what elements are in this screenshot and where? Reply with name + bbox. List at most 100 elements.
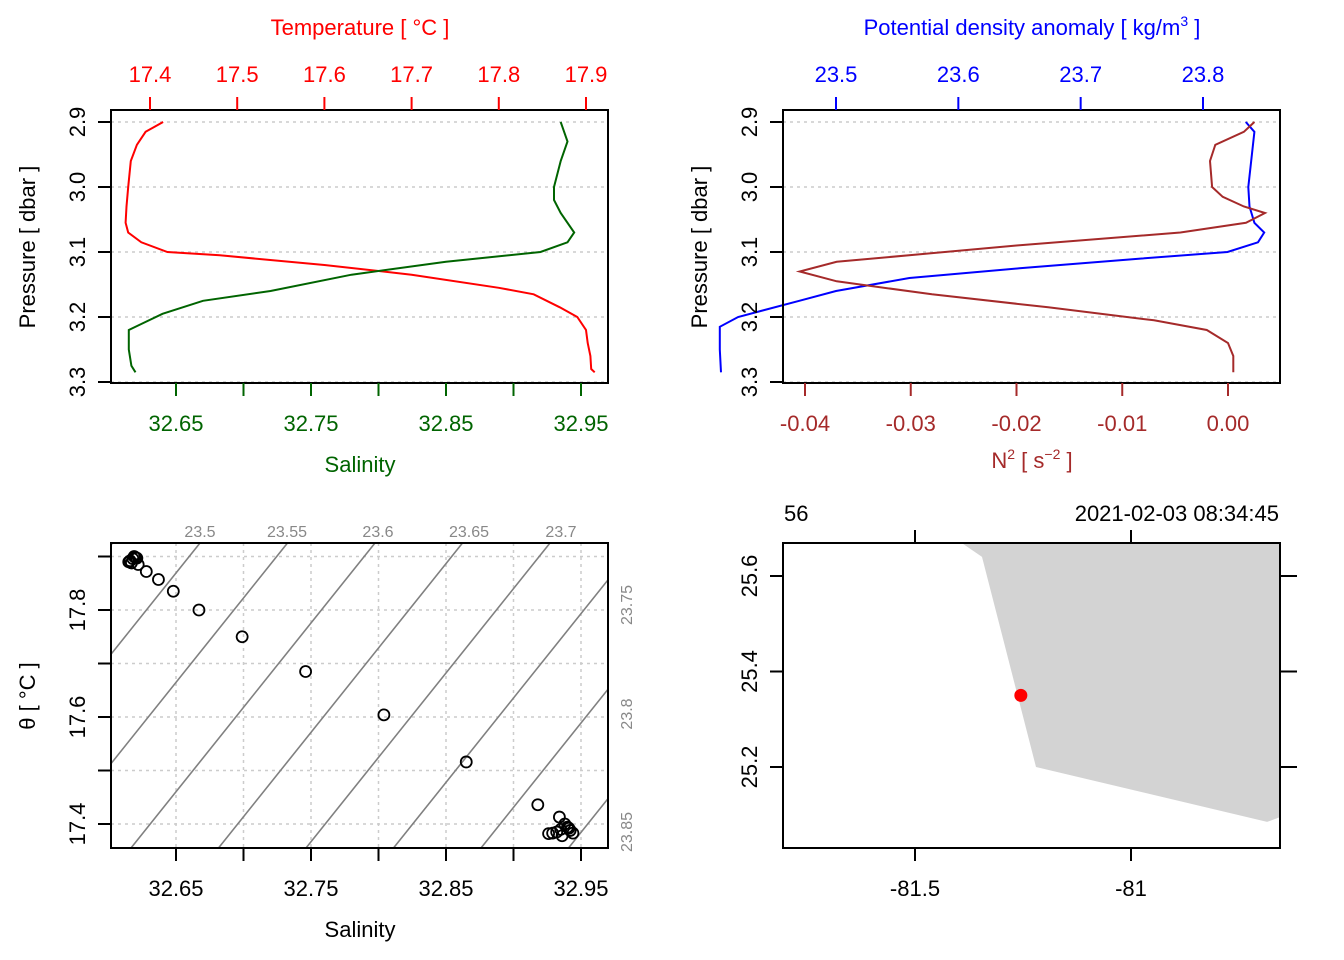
series-line-n2 bbox=[795, 121, 1268, 373]
location-map-panel: -81.5 -81 25.2 25.4 25.6 56 2021-02-03 08:34… bbox=[737, 501, 1297, 901]
profile-density-panel: Potential density anomaly [ kg/m3 ] 23.5… bbox=[687, 13, 1281, 473]
tick-label: 3.2 bbox=[65, 302, 90, 333]
tick-label: 0.00 bbox=[1207, 411, 1250, 436]
n2-axis: -0.04 -0.03 -0.02 -0.01 0.00 bbox=[780, 383, 1249, 436]
tick-label: 23.7 bbox=[1059, 62, 1102, 87]
isopycnal-label: 23.7 bbox=[545, 524, 576, 541]
isopycnal-label: 23.85 bbox=[619, 812, 636, 852]
ts-point bbox=[377, 708, 391, 722]
pressure-axis-title: Pressure [ dbar ] bbox=[687, 166, 712, 329]
ts-gridlines bbox=[111, 543, 608, 848]
tick-label: 3.3 bbox=[65, 367, 90, 398]
salinity-axis-title: Salinity bbox=[325, 452, 396, 477]
density-axis-title: Potential density anomaly [ kg/m3 ] bbox=[864, 13, 1201, 40]
profile-lines bbox=[718, 121, 1268, 373]
tick-label: 32.85 bbox=[418, 411, 473, 436]
ts-point bbox=[459, 755, 473, 769]
map-axes: -81.5 -81 25.2 25.4 25.6 bbox=[737, 530, 1297, 901]
station-time-label: 2021-02-03 08:34:45 bbox=[1075, 501, 1279, 526]
tick-label: 17.4 bbox=[65, 803, 90, 846]
tick-label: 3.3 bbox=[737, 367, 762, 398]
station-point bbox=[1014, 688, 1028, 702]
ts-point bbox=[152, 573, 165, 586]
tick-label: 32.65 bbox=[148, 411, 203, 436]
tick-label: -81 bbox=[1115, 876, 1147, 901]
theta-axis: 17.4 17.6 17.8 bbox=[65, 555, 111, 846]
tick-label: -0.04 bbox=[780, 411, 830, 436]
map-frame bbox=[782, 542, 1281, 849]
ts-points bbox=[122, 550, 580, 843]
station-marker bbox=[1014, 688, 1028, 702]
tick-label: 17.5 bbox=[216, 62, 259, 87]
isopycnal-line bbox=[684, 468, 1048, 923]
tick-label: -0.03 bbox=[886, 411, 936, 436]
salinity-axis-title: Salinity bbox=[325, 917, 396, 942]
tick-label: 3.1 bbox=[65, 237, 90, 268]
theta-axis-title: θ [ °C ] bbox=[15, 662, 40, 729]
tick-label: -0.01 bbox=[1097, 411, 1147, 436]
tick-label: 17.8 bbox=[477, 62, 520, 87]
isopycnal-labels: 23.5 23.55 23.6 23.65 23.7 23.75 23.8 23.85 bbox=[184, 524, 636, 852]
isopycnal-lines bbox=[0, 468, 1048, 923]
station-id-label: 56 bbox=[784, 501, 808, 526]
ts-point bbox=[192, 603, 206, 617]
tick-label: -0.02 bbox=[991, 411, 1041, 436]
pressure-gridlines bbox=[783, 121, 1280, 383]
ts-diagram-panel: 23.5 23.55 23.6 23.65 23.7 23.75 23.8 23.85 32.… bbox=[0, 468, 1048, 942]
profile-ts-panel: Temperature [ °C ] 17.4 17.5 17.6 17.7 17.8 1… bbox=[15, 15, 609, 477]
tick-label: 2.9 bbox=[65, 107, 90, 138]
ts-point bbox=[542, 827, 555, 841]
isopycnal-label: 23.75 bbox=[619, 585, 636, 625]
isopycnal-line bbox=[0, 468, 85, 923]
pressure-axis: 2.9 3.0 3.1 3.2 3.3 bbox=[737, 107, 783, 398]
tick-label: 2.9 bbox=[737, 107, 762, 138]
n2-axis-title: N2 [ s−2 ] bbox=[991, 446, 1072, 473]
density-axis: 23.5 23.6 23.7 23.8 bbox=[815, 62, 1225, 110]
ts-point bbox=[139, 565, 153, 578]
tick-label: 3.1 bbox=[737, 237, 762, 268]
ts-point bbox=[131, 558, 145, 571]
tick-label: 3.0 bbox=[737, 172, 762, 203]
isopycnal-label: 23.55 bbox=[267, 524, 307, 541]
tick-label: 17.6 bbox=[65, 696, 90, 739]
tick-label: 25.4 bbox=[737, 650, 762, 693]
tick-label: 32.95 bbox=[553, 876, 608, 901]
isopycnal-label: 23.6 bbox=[362, 524, 393, 541]
isopycnal-line bbox=[596, 468, 960, 923]
tick-label: 32.85 bbox=[418, 876, 473, 901]
pressure-axis-title: Pressure [ dbar ] bbox=[15, 166, 40, 329]
tick-label: 17.8 bbox=[65, 589, 90, 632]
tick-label: 32.65 bbox=[148, 876, 203, 901]
salinity-axis: 32.65 32.75 32.85 32.95 bbox=[148, 383, 609, 436]
tick-label: 23.8 bbox=[1182, 62, 1225, 87]
ts-point bbox=[299, 665, 313, 678]
isopycnal-label: 23.5 bbox=[184, 524, 215, 541]
coastline-land bbox=[962, 543, 1280, 822]
tick-label: 23.5 bbox=[815, 62, 858, 87]
ts-point bbox=[166, 584, 180, 598]
series-line-temperature bbox=[124, 121, 596, 374]
ts-point bbox=[562, 821, 576, 835]
series-line-salinity bbox=[127, 121, 576, 373]
temperature-axis: 17.4 17.5 17.6 17.7 17.8 17.9 bbox=[129, 62, 607, 110]
tick-label: 17.6 bbox=[303, 62, 346, 87]
plot-frame bbox=[782, 109, 1281, 384]
salinity-axis: 32.65 32.75 32.85 32.95 bbox=[148, 848, 609, 901]
ts-point bbox=[130, 551, 144, 565]
tick-label: -81.5 bbox=[890, 876, 940, 901]
profile-lines bbox=[124, 121, 596, 374]
series-line-potential-density-anomaly bbox=[718, 121, 1266, 373]
tick-label: 25.6 bbox=[737, 555, 762, 598]
tick-label: 17.4 bbox=[129, 62, 172, 87]
ts-point bbox=[531, 798, 545, 812]
ts-point bbox=[235, 630, 249, 644]
plot-frame bbox=[110, 109, 609, 384]
temperature-axis-title: Temperature [ °C ] bbox=[271, 15, 450, 40]
tick-label: 32.75 bbox=[283, 411, 338, 436]
pressure-axis: 2.9 3.0 3.1 3.2 3.3 bbox=[65, 107, 111, 398]
land-polygon bbox=[962, 543, 1280, 822]
tick-label: 3.2 bbox=[737, 302, 762, 333]
tick-label: 23.6 bbox=[937, 62, 980, 87]
tick-label: 25.2 bbox=[737, 746, 762, 789]
